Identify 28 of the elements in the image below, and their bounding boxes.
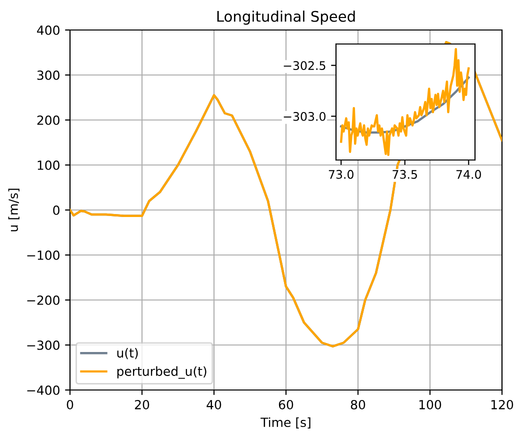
y-tick-label: 100 [38,160,60,170]
y-tick-label: −200 [27,295,60,305]
line-series [340,76,470,134]
x-tick-label: 74.0 [456,170,481,179]
x-tick-label: 40 [206,400,222,410]
y-tick-label: −303.0 [284,112,326,121]
x-tick-label: 60 [278,400,294,410]
x-tick-label: 80 [350,400,366,410]
y-tick-label: −302.5 [284,61,326,70]
y-tick-label: −400 [27,385,60,395]
y-tick-label: 400 [37,25,60,35]
legend-label: perturbed_u(t) [117,366,206,379]
y-axis-title: u [m/s] [8,188,20,232]
x-tick-label: 0 [66,400,74,410]
y-tick-label: −100 [27,250,60,260]
x-tick-label: 73.5 [392,170,417,179]
x-tick-label: 120 [491,400,514,410]
legend-label: u(t) [117,348,138,360]
y-tick-label: 300 [37,70,60,80]
x-axis-title: Time [s] [260,417,310,429]
x-tick-label: 73.0 [328,170,354,179]
y-tick-label: −300 [27,340,60,350]
y-tick-label: 200 [37,115,60,125]
line-series [340,48,470,156]
y-tick-label: 0 [53,205,60,215]
chart-title: Longitudinal Speed [217,10,355,25]
x-tick-label: 100 [419,400,442,410]
x-tick-label: 20 [134,400,150,410]
